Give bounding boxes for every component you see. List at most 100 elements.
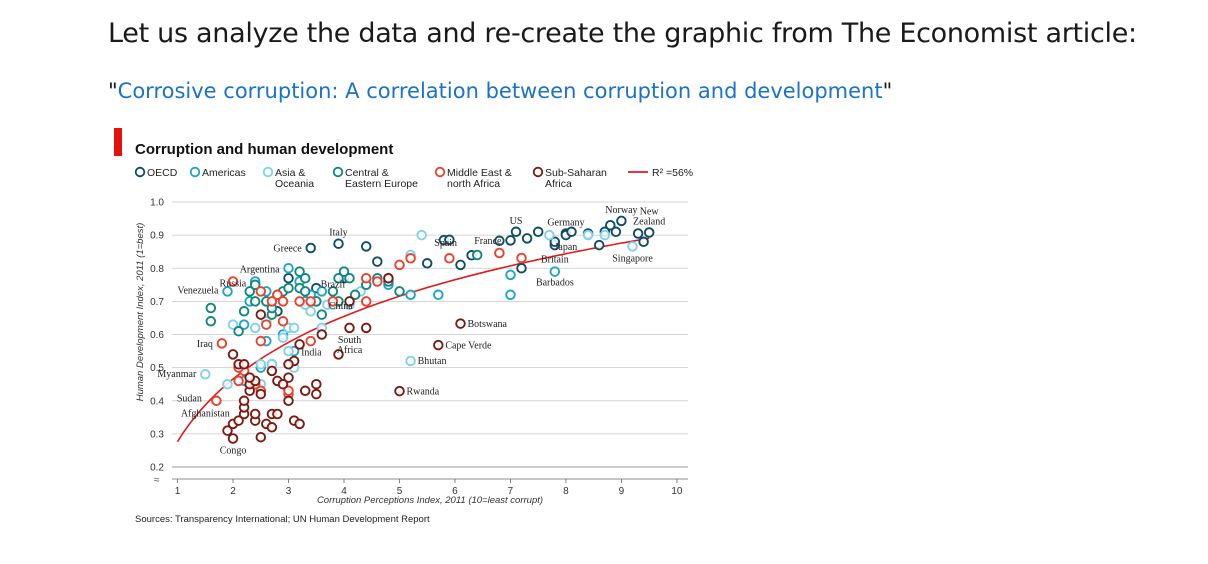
data-point	[233, 415, 244, 426]
data-point	[643, 227, 655, 238]
country-label: France	[474, 236, 502, 247]
data-point	[582, 229, 594, 241]
data-point	[494, 235, 505, 247]
legend-label: Americas	[202, 167, 246, 179]
country-label: Britain	[541, 254, 569, 265]
data-point	[505, 269, 516, 281]
data-point	[471, 249, 483, 261]
data-point	[494, 247, 505, 259]
data-point	[283, 395, 294, 407]
legend-label: north Africa	[447, 178, 500, 190]
data-point	[316, 286, 328, 297]
data-point	[333, 238, 344, 249]
chart-title: Corruption and human development	[135, 141, 393, 158]
data-point	[305, 242, 316, 254]
legend-label: Africa	[545, 178, 572, 190]
country-label: Cape Verde	[445, 341, 492, 352]
data-point	[266, 296, 278, 307]
data-point	[516, 252, 527, 264]
data-point	[316, 329, 328, 340]
country-label: Spain	[434, 238, 457, 249]
article-reference: "Corrosive corruption: A correlation bet…	[108, 79, 892, 103]
data-point	[283, 345, 294, 357]
data-point	[360, 296, 372, 307]
country-label: Iraq	[197, 339, 213, 350]
legend-label: Eastern Europe	[345, 178, 418, 190]
data-point	[333, 349, 344, 360]
country-label: New	[640, 206, 660, 217]
article-link[interactable]: Corrosive corruption: A correlation betw…	[117, 79, 883, 103]
x-tick-label: 2	[230, 486, 236, 497]
y-axis-label: Human Development Index, 2011 (1=best)	[135, 223, 146, 402]
data-point	[283, 262, 294, 274]
data-point	[283, 282, 294, 294]
data-point	[433, 339, 444, 351]
country-label: US	[510, 216, 523, 227]
data-point	[200, 369, 211, 380]
data-point	[255, 359, 267, 370]
data-point	[311, 388, 322, 400]
country-label: Singapore	[612, 253, 653, 264]
data-point	[233, 325, 244, 337]
data-point	[266, 422, 278, 433]
country-label: Brazil	[321, 279, 346, 290]
country-label: Afghanistan	[181, 408, 230, 419]
data-point	[255, 388, 267, 400]
data-point	[405, 355, 416, 367]
data-point	[521, 233, 533, 244]
x-tick-label: 3	[286, 486, 292, 497]
country-label: China	[329, 301, 353, 312]
data-points	[200, 215, 655, 444]
y-tick-label: 1.0	[150, 198, 164, 209]
x-tick-label: 6	[452, 486, 458, 497]
data-point	[593, 239, 605, 251]
data-point	[233, 375, 244, 387]
data-point	[277, 332, 289, 344]
data-point	[444, 234, 455, 246]
y-tick-label: 0.9	[150, 231, 164, 242]
country-label: Africa	[337, 345, 363, 356]
country-label: Russia	[220, 279, 247, 290]
data-point	[299, 385, 311, 397]
data-point	[299, 272, 311, 284]
x-tick-label: 7	[508, 486, 514, 497]
data-point	[227, 276, 239, 287]
data-point	[227, 349, 239, 360]
data-point	[327, 296, 339, 307]
legend-marker	[262, 166, 274, 178]
data-point	[316, 309, 328, 320]
y-tick-label: 0.3	[150, 429, 164, 440]
data-point	[327, 286, 339, 297]
data-point	[283, 385, 294, 397]
x-tick-label: 1	[175, 486, 181, 497]
data-point	[227, 433, 239, 444]
y-tick-label: 0.6	[150, 330, 164, 341]
legend-label: Middle East &	[447, 167, 512, 179]
data-point	[238, 395, 250, 407]
data-point	[283, 372, 294, 383]
data-point	[610, 226, 622, 238]
y-tick-label: 0.5	[150, 363, 164, 374]
country-label: Sudan	[177, 394, 202, 405]
data-point	[360, 241, 372, 252]
legend-marker	[134, 166, 146, 178]
data-point	[549, 266, 561, 277]
data-point	[516, 262, 527, 274]
data-point	[305, 306, 316, 317]
data-point	[394, 286, 405, 297]
legend-trend-label: R² =56%	[652, 167, 693, 179]
data-point	[244, 372, 255, 383]
data-point	[205, 316, 217, 327]
data-point	[372, 256, 383, 267]
data-point	[455, 318, 466, 329]
y-tick-label: 0.7	[150, 297, 164, 308]
data-point	[505, 289, 516, 301]
quote-open: "	[108, 79, 118, 103]
data-point	[272, 289, 283, 301]
gridlines: 0.2 0.3 0.4 0.5 0.6 0.7 0.8 0.9 1.0 ≈	[150, 198, 688, 486]
data-point	[261, 319, 272, 330]
data-point	[294, 296, 305, 307]
data-point	[394, 385, 405, 397]
data-point	[566, 226, 577, 238]
x-tick-label: 10	[671, 486, 683, 497]
